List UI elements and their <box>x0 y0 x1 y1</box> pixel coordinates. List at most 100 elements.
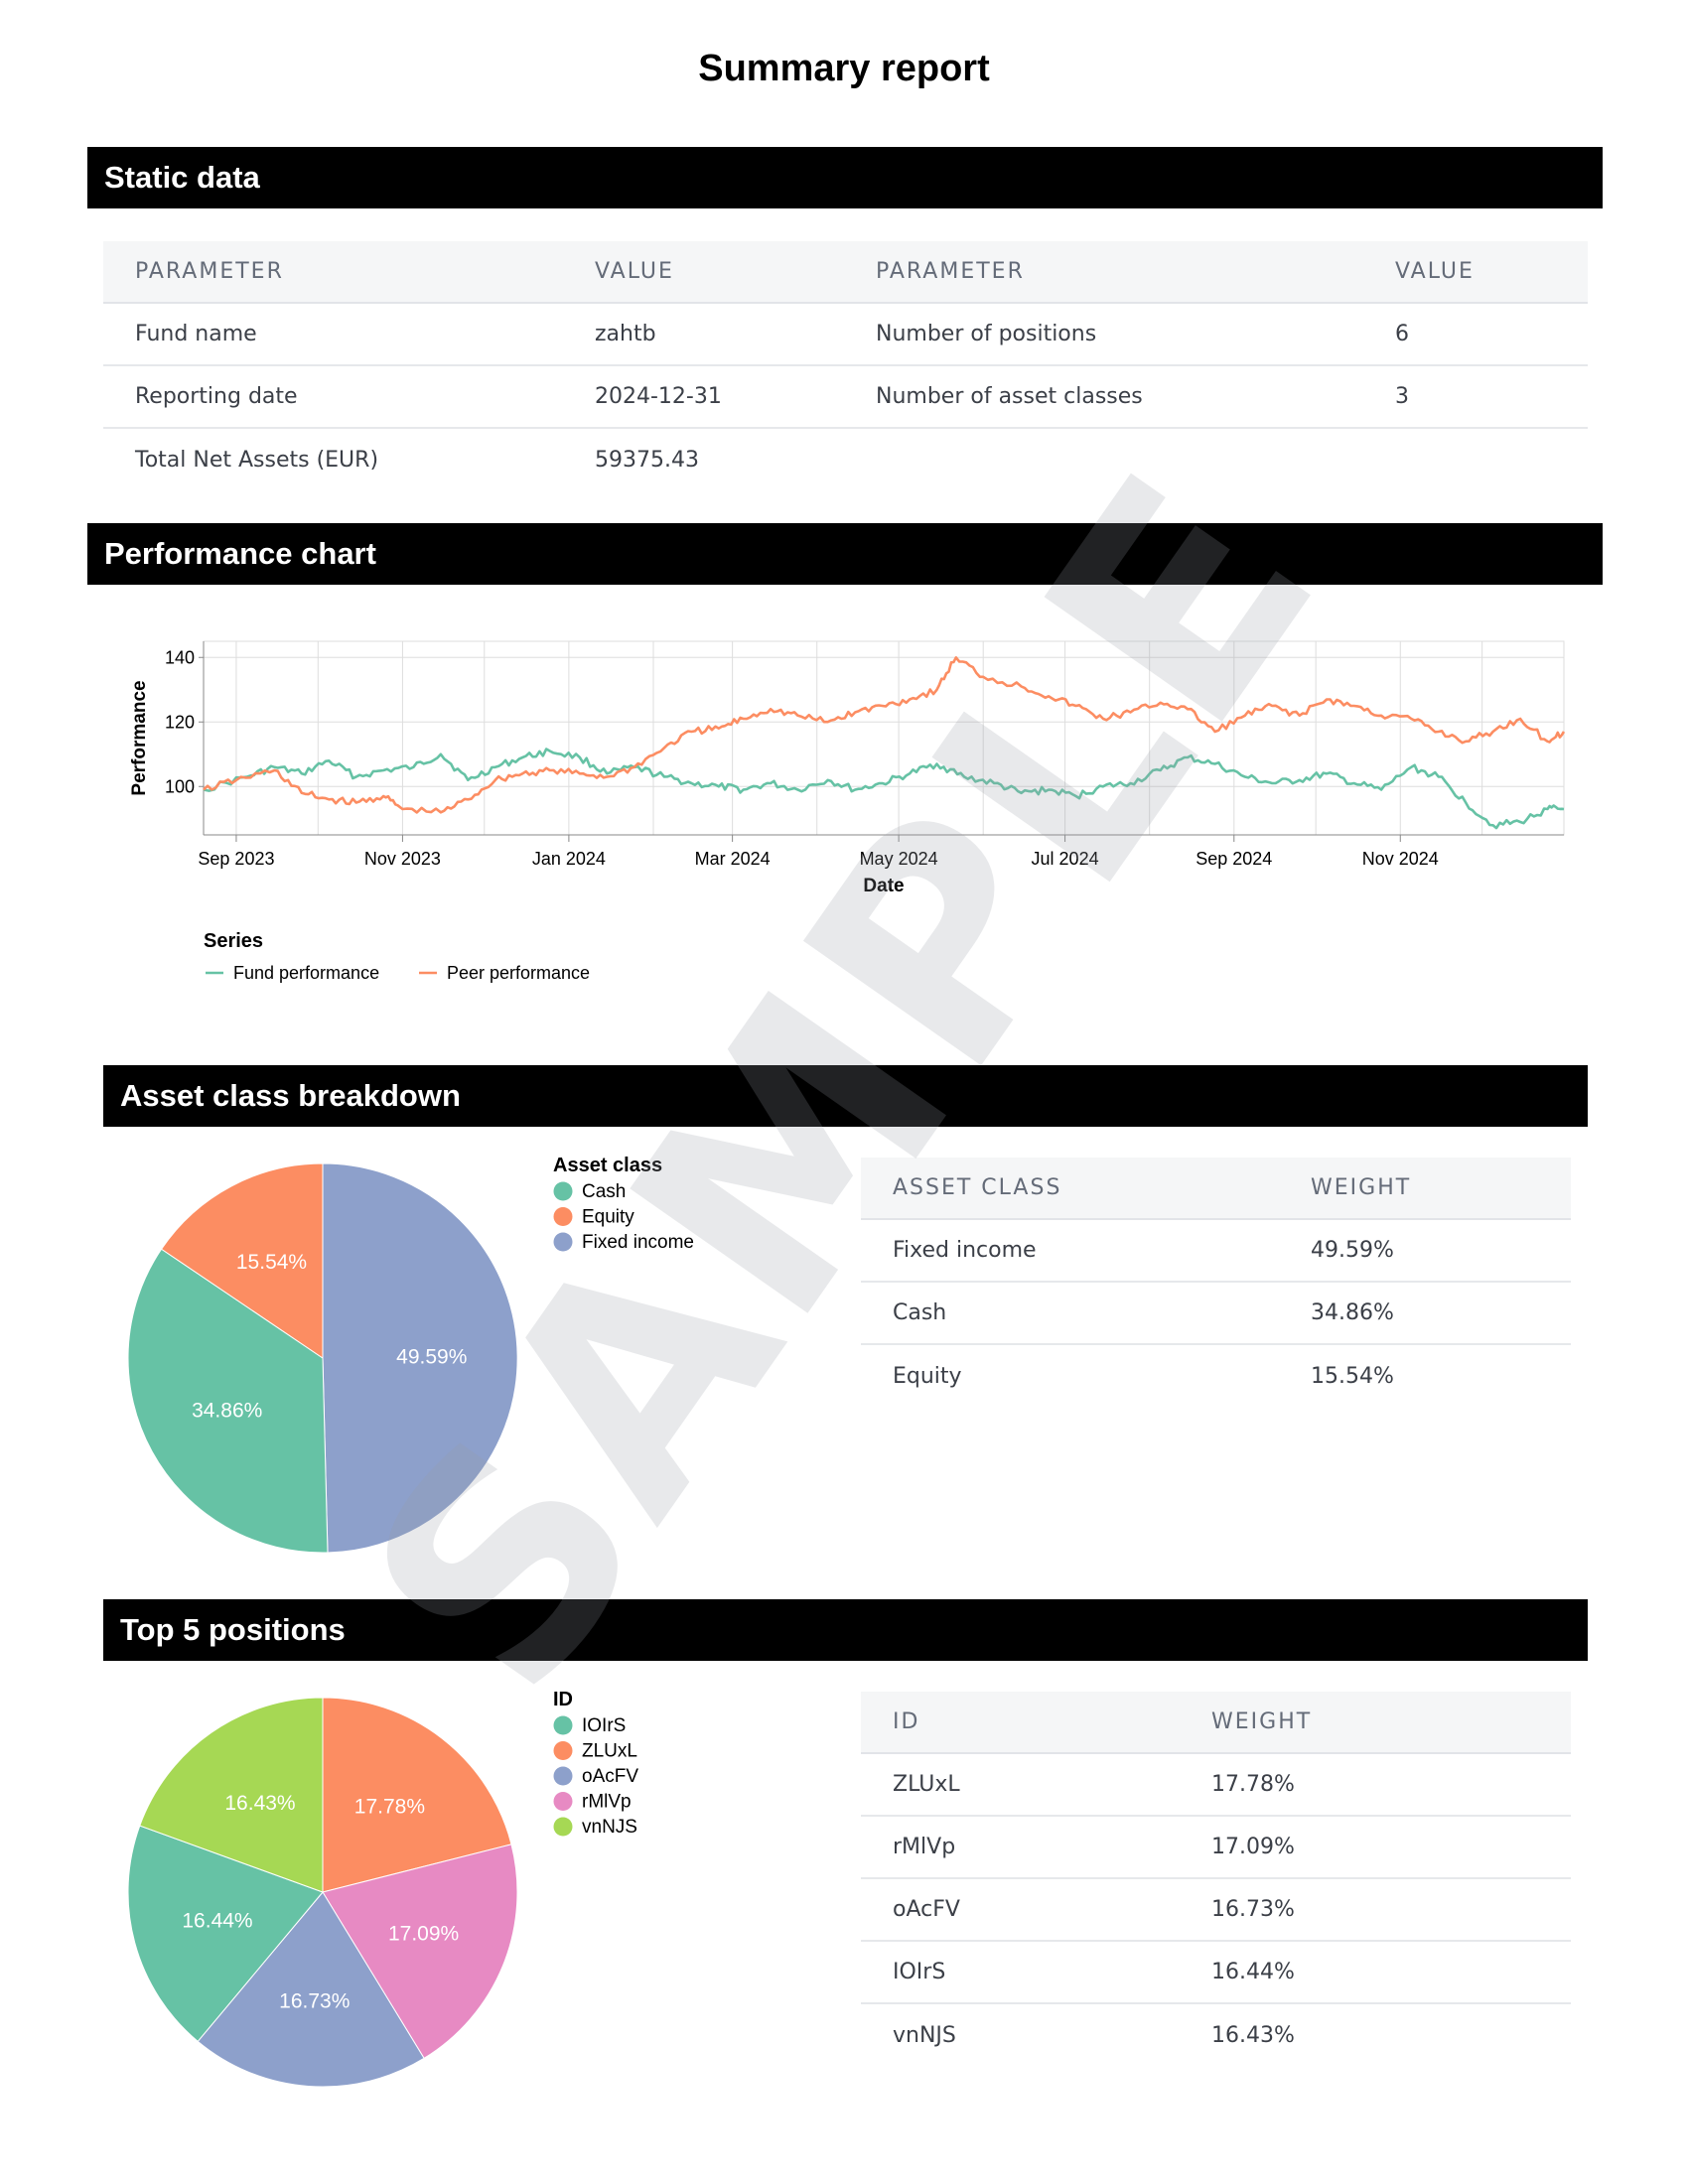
table-cell: 15.54% <box>1311 1363 1394 1389</box>
table-cell: 17.09% <box>1180 1816 1571 1879</box>
pie-slice-label: 17.09% <box>388 1923 459 1946</box>
legend-swatch <box>553 1766 573 1786</box>
table-header-row: PARAMETER VALUE PARAMETER VALUE <box>103 241 1588 304</box>
legend-label: oAcFV <box>582 1766 638 1787</box>
x-tick-label: Jul 2024 <box>1032 849 1099 869</box>
legend-swatch <box>553 1181 573 1201</box>
legend-label: ZLUxL <box>582 1741 637 1762</box>
x-tick-label: Jan 2024 <box>532 849 606 869</box>
page-title: Summary report <box>698 48 990 89</box>
y-tick-label: 140 <box>165 647 195 667</box>
plot-area: 100 120 140 Sep 2023 Nov 2023 Jan 2024 Mar 202… <box>129 640 1565 896</box>
pie-slice <box>197 1891 425 2088</box>
table-row: Total Net Assets (EUR) 59375.43 <box>103 428 1588 490</box>
table-cell: IOIrS <box>861 1941 1180 2004</box>
legend-label: rMlVp <box>582 1792 632 1813</box>
column-header: WEIGHT <box>1279 1158 1571 1220</box>
x-tick-label: Sep 2023 <box>198 849 274 869</box>
pie-slice <box>127 1248 329 1554</box>
table-cell: 34.86% <box>1279 1282 1571 1345</box>
table-cell: Total Net Assets (EUR) <box>135 447 379 473</box>
column-header: PARAMETER <box>103 241 563 304</box>
pie-slice-label: 49.59% <box>396 1346 467 1369</box>
legend-label: Fixed income <box>582 1232 694 1253</box>
column-header: PARAMETER <box>844 241 1363 304</box>
pie-slice <box>139 1697 324 1893</box>
section-header-static: Static data <box>87 147 1603 208</box>
table-cell <box>1363 428 1588 490</box>
legend-swatch <box>553 1232 573 1252</box>
x-tick-label: Nov 2024 <box>1362 849 1439 869</box>
plot-frame <box>203 640 1565 836</box>
pie-slice <box>127 1825 324 2043</box>
table-row: Cash 34.86% <box>861 1282 1571 1345</box>
legend-title: ID <box>553 1689 573 1710</box>
pie-slice-label: 15.54% <box>236 1251 307 1274</box>
legend-title: Asset class <box>553 1155 662 1176</box>
table-row: Reporting date 2024-12-31 Number of asse… <box>103 365 1588 429</box>
top-positions-pie-chart: 17.78% 17.09% 16.73% 16.44% 16.43% ID IOIrS ZLU… <box>127 1689 638 2088</box>
table-cell: 2024-12-31 <box>563 365 844 429</box>
pie-slice <box>160 1162 324 1359</box>
table-cell: Number of asset classes <box>844 365 1363 429</box>
legend-swatch <box>553 1817 573 1837</box>
table-cell: Number of positions <box>844 303 1363 366</box>
legend-label: Peer performance <box>447 963 590 983</box>
legend-label: Equity <box>582 1207 634 1228</box>
x-tick-label: Mar 2024 <box>695 849 771 869</box>
pie-slice <box>322 1843 518 2060</box>
section-header-performance: Performance chart <box>87 523 1603 585</box>
pie-slice-label: 16.73% <box>279 1990 350 2013</box>
table-cell: Fund name <box>103 303 563 366</box>
table-row: Fixed income 49.59% <box>861 1219 1571 1283</box>
table-cell: vnNJS <box>893 2022 956 2048</box>
x-axis-title: Date <box>863 876 904 896</box>
column-header: VALUE <box>563 241 844 304</box>
table-row: rMlVp 17.09% <box>861 1816 1571 1879</box>
pie-legend: Asset class Cash Equity Fixed income <box>553 1155 694 1253</box>
asset-class-table: ASSET CLASS WEIGHT Fixed income 49.59% C… <box>861 1158 1571 1407</box>
x-tick-label: Sep 2024 <box>1196 849 1272 869</box>
legend-label: vnNJS <box>582 1817 637 1838</box>
table-cell: rMlVp <box>861 1816 1180 1879</box>
legend-title: Series <box>204 930 263 952</box>
section-header-top5: Top 5 positions <box>103 1599 1588 1661</box>
legend-label: Cash <box>582 1181 626 1202</box>
section-header-asset-class: Asset class breakdown <box>103 1065 1588 1127</box>
column-header: VALUE <box>1363 241 1588 304</box>
x-tick-label: Nov 2023 <box>364 849 441 869</box>
table-cell: zahtb <box>563 303 844 366</box>
table-cell: 49.59% <box>1279 1219 1571 1283</box>
pie-slice <box>322 1162 518 1554</box>
series-line-fund <box>203 748 1565 830</box>
pie-slice-label: 17.78% <box>354 1795 425 1818</box>
column-header: ASSET CLASS <box>861 1158 1279 1220</box>
y-tick-label: 100 <box>165 776 195 796</box>
x-tick-label: May 2024 <box>860 849 938 869</box>
table-cell: 16.43% <box>1211 2022 1295 2048</box>
table-row: Equity 15.54% <box>861 1344 1571 1407</box>
table-cell: oAcFV <box>861 1878 1180 1942</box>
pie-legend: ID IOIrS ZLUxL oAcFV rMlVp vnNJS <box>553 1689 638 1838</box>
column-header: WEIGHT <box>1180 1692 1571 1754</box>
table-cell: Fixed income <box>861 1219 1279 1283</box>
pie-slice-label: 34.86% <box>192 1400 262 1423</box>
y-tick-label: 120 <box>165 712 195 732</box>
performance-line-chart: 100 120 140 Sep 2023 Nov 2023 Jan 2024 Mar 202… <box>129 640 1566 983</box>
legend-swatch <box>553 1792 573 1811</box>
pie-slice-label: 16.44% <box>182 1910 252 1933</box>
static-data-table: PARAMETER VALUE PARAMETER VALUE Fund nam… <box>103 241 1588 490</box>
chart-legend: Series Fund performance Peer performance <box>204 930 590 983</box>
table-cell: 16.73% <box>1180 1878 1571 1942</box>
table-cell: Cash <box>861 1282 1279 1345</box>
pie-slice-label: 16.43% <box>224 1792 295 1815</box>
table-cell: 16.44% <box>1180 1941 1571 2004</box>
table-cell: ZLUxL <box>861 1753 1180 1817</box>
table-row: Fund name zahtb Number of positions 6 <box>103 303 1588 366</box>
table-header-row: ASSET CLASS WEIGHT <box>861 1158 1571 1220</box>
top-positions-table: ID WEIGHT ZLUxL 17.78% rMlVp 17.09% oAcF… <box>861 1692 1571 2066</box>
table-cell: 59375.43 <box>595 447 699 473</box>
pie-slice <box>322 1697 512 1893</box>
y-axis-title: Performance <box>129 680 150 795</box>
table-row: ZLUxL 17.78% <box>861 1753 1571 1817</box>
